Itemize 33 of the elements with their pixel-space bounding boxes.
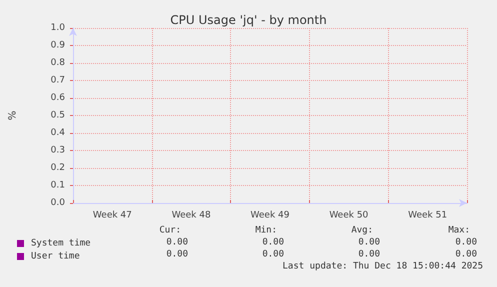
- y-axis-title: %: [8, 110, 18, 120]
- y-tick-label: 0.3: [50, 146, 65, 156]
- y-tick-label: 0.5: [50, 110, 65, 120]
- y-tick-label: 0.7: [50, 76, 65, 86]
- text: 0.00: [262, 250, 284, 260]
- y-tick-label: 0.0: [50, 198, 66, 208]
- text: Min:: [255, 226, 277, 236]
- legend-label: User time: [31, 252, 80, 262]
- y-tick-label: 0.2: [50, 163, 65, 173]
- text: Max:: [448, 226, 470, 236]
- y-tick-label: 0.1: [50, 180, 65, 190]
- chart-title: CPU Usage 'jq' - by month: [170, 13, 327, 27]
- y-tick-label: 0.6: [50, 93, 66, 103]
- legend-label: System time: [31, 238, 91, 248]
- y-tick-label: 0.9: [50, 40, 66, 50]
- x-tick-label: Week 51: [408, 210, 448, 220]
- text: 0.00: [358, 238, 380, 248]
- text: Avg:: [351, 226, 373, 236]
- y-tick-label: 0.8: [50, 58, 66, 68]
- y-tick-label: 0.4: [50, 128, 66, 138]
- text: Last update: Thu Dec 18 15:00:44 2025: [282, 262, 483, 272]
- text: Cur:: [159, 226, 181, 236]
- x-tick-label: Week 48: [172, 210, 211, 220]
- text: 0.00: [262, 238, 284, 248]
- y-tick-label: 1.0: [50, 23, 66, 33]
- text: 0.00: [166, 250, 188, 260]
- x-tick-label: Week 47: [92, 210, 132, 220]
- text: 0.00: [166, 238, 188, 248]
- text: 0.00: [455, 238, 477, 248]
- text: 0.00: [358, 250, 380, 260]
- x-tick-label: Week 50: [329, 210, 369, 220]
- text: 0.00: [455, 250, 477, 260]
- x-tick-label: Week 49: [250, 210, 290, 220]
